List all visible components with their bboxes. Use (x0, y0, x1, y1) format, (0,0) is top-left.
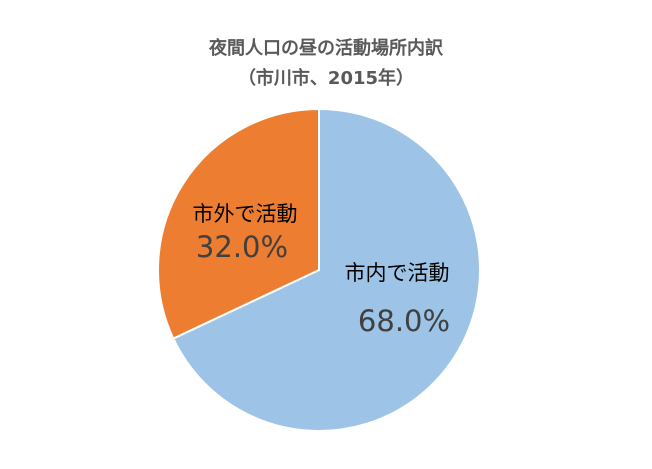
slice-value-1: 68.0% (358, 304, 450, 338)
slice-label-2: 市外で活動 (193, 202, 298, 226)
chart-subtitle: （市川市、2015年） (237, 68, 415, 89)
pie-slice-2 (157, 107, 320, 340)
slice-value-2: 32.0% (196, 230, 288, 264)
slice-label-1: 市内で活動 (345, 261, 450, 285)
chart-title: 夜間人口の昼の活動場所内訳 (209, 38, 443, 59)
chart-title-block: 夜間人口の昼の活動場所内訳 （市川市、2015年） (0, 34, 652, 94)
pie-slice-1 (171, 107, 481, 432)
